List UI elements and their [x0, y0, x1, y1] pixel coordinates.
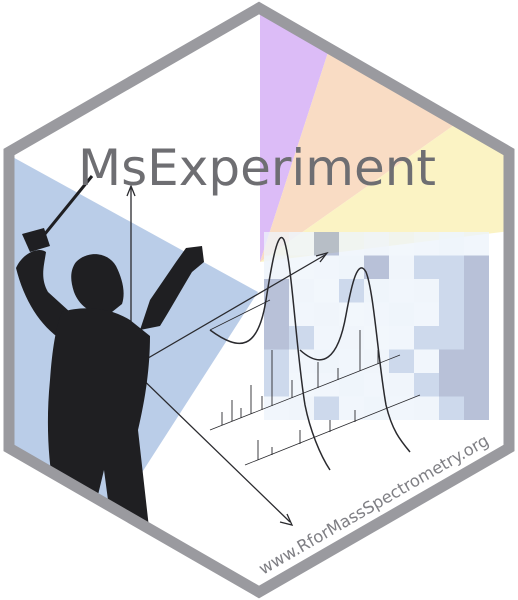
heatmap-cell: [264, 326, 289, 350]
heatmap-cell: [339, 396, 364, 420]
heatmap-cell: [289, 279, 314, 303]
heatmap-cell: [439, 349, 464, 373]
heatmap-cell: [389, 302, 414, 326]
heatmap-cell: [464, 279, 489, 303]
heatmap-cell: [439, 302, 464, 326]
heatmap-cell: [389, 232, 414, 256]
heatmap-cell: [314, 326, 339, 350]
heatmap-cell: [264, 302, 289, 326]
heatmap-cell: [439, 255, 464, 279]
heatmap-cell: [264, 349, 289, 373]
heatmap-cell: [314, 349, 339, 373]
heatmap-cell: [264, 396, 289, 420]
heatmap-cell: [339, 302, 364, 326]
heatmap-cell: [464, 396, 489, 420]
heatmap-cell: [414, 279, 439, 303]
heatmap-cell: [414, 373, 439, 397]
heatmap-cell: [414, 255, 439, 279]
heatmap-cell: [364, 279, 389, 303]
hex-border: [3, 1, 515, 599]
heatmap-cell: [439, 232, 464, 256]
heatmap-cell: [389, 349, 414, 373]
heatmap-cell: [414, 302, 439, 326]
heatmap-cell: [464, 349, 489, 373]
heatmap-cell: [364, 396, 389, 420]
heatmap-cell: [339, 255, 364, 279]
heatmap-cell: [364, 373, 389, 397]
heatmap-cell: [389, 279, 414, 303]
heatmap-cell: [464, 255, 489, 279]
heatmap-cell: [389, 326, 414, 350]
heatmap-cell: [289, 232, 314, 256]
heatmap-cell: [364, 232, 389, 256]
heatmap-cell: [414, 349, 439, 373]
logo-title: MsExperiment: [78, 139, 436, 197]
heatmap-cell: [264, 279, 289, 303]
heatmap-cell: [264, 255, 289, 279]
heatmap-cell: [439, 396, 464, 420]
heatmap-cell: [314, 396, 339, 420]
heatmap-cell: [414, 232, 439, 256]
heatmap-cell: [464, 326, 489, 350]
heatmap-cell: [439, 326, 464, 350]
heatmap-cell: [339, 232, 364, 256]
heatmap-cell: [464, 373, 489, 397]
heatmap-cell: [289, 255, 314, 279]
heatmap-cell: [414, 326, 439, 350]
heatmap-cell: [414, 396, 439, 420]
heatmap-icon: [264, 232, 489, 420]
heatmap-cell: [389, 255, 414, 279]
heatmap-cell: [314, 302, 339, 326]
heatmap-cell: [289, 302, 314, 326]
heatmap-cell: [389, 373, 414, 397]
heatmap-cell: [314, 232, 339, 256]
heatmap-cell: [314, 373, 339, 397]
heatmap-cell: [339, 373, 364, 397]
heatmap-cell: [289, 349, 314, 373]
heatmap-cell: [389, 396, 414, 420]
heatmap-cell: [464, 302, 489, 326]
heatmap-cell: [264, 373, 289, 397]
heatmap-cell: [339, 326, 364, 350]
heatmap-cell: [364, 255, 389, 279]
heatmap-cell: [314, 279, 339, 303]
heatmap-cell: [289, 326, 314, 350]
heatmap-cell: [439, 373, 464, 397]
heatmap-cell: [464, 232, 489, 256]
heatmap-cell: [339, 349, 364, 373]
heatmap-cell: [439, 279, 464, 303]
heatmap-cell: [289, 396, 314, 420]
heatmap-cell: [364, 302, 389, 326]
